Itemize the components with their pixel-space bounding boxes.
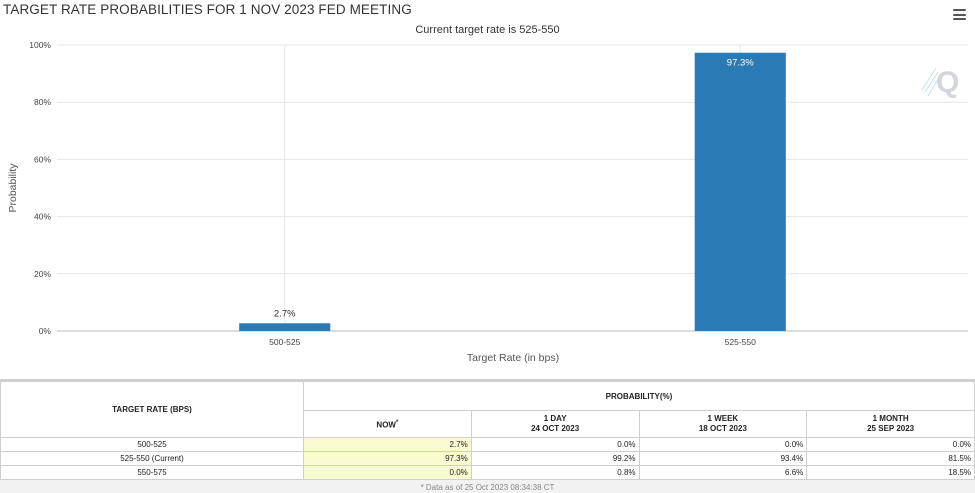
- y-tick-label: 100%: [29, 40, 51, 50]
- hamburger-menu-icon[interactable]: [953, 9, 966, 20]
- probability-table: TARGET RATE (BPS) PROBABILITY(%) NOW* 1 …: [0, 380, 975, 480]
- probability-header: PROBABILITY(%): [303, 380, 975, 412]
- value-cell: 99.2%: [470, 451, 640, 466]
- y-tick-label: 0%: [39, 326, 52, 336]
- value-cell: 18.5%: [806, 465, 975, 480]
- bar-500-525[interactable]: [239, 323, 331, 331]
- y-tick-label: 80%: [34, 97, 51, 107]
- column-header-1-week: 1 WEEK 18 OCT 2023: [638, 410, 808, 438]
- value-cell: 93.4%: [638, 451, 808, 466]
- x-axis-label: Target Rate (in bps): [467, 352, 559, 364]
- column-header-1-month: 1 MONTH 25 SEP 2023: [806, 410, 975, 438]
- x-tick-label: 525-550: [725, 337, 756, 347]
- value-cell: 81.5%: [806, 451, 975, 466]
- chart-title: TARGET RATE PROBABILITIES FOR 1 NOV 2023…: [3, 2, 412, 17]
- table-row: 500-525 2.7% 0.0% 0.0% 0.0%: [0, 437, 975, 452]
- value-cell: 0.8%: [470, 465, 640, 480]
- bar-chart: 0% 20% 40% 60% 80% 100% 2.7% 97.3% 500-525 525-…: [7, 40, 968, 364]
- y-tick-label: 40%: [34, 212, 51, 222]
- value-cell-now: 0.0%: [303, 465, 472, 480]
- bar-525-550[interactable]: [694, 52, 786, 332]
- chart-subtitle: Current target rate is 525-550: [415, 24, 560, 36]
- x-tick-label: 500-525: [269, 337, 300, 347]
- x-axis-ticks: 500-525 525-550: [269, 337, 756, 347]
- value-cell: 0.0%: [806, 437, 975, 452]
- value-cell: 0.0%: [638, 437, 808, 452]
- svg-text:Q: Q: [936, 66, 959, 99]
- rate-header: TARGET RATE (BPS): [0, 381, 304, 438]
- y-axis-label: Probability: [7, 163, 19, 213]
- value-cell-now: 2.7%: [303, 437, 472, 452]
- column-header-1-day: 1 DAY 24 OCT 2023: [470, 410, 640, 438]
- rate-cell: 500-525: [0, 437, 304, 452]
- probability-table-section: TARGET RATE (BPS) PROBABILITY(%) NOW* 1 …: [0, 379, 975, 493]
- value-cell-now: 97.3%: [303, 451, 472, 466]
- table-row: 550-575 0.0% 0.8% 6.6% 18.5%: [0, 465, 975, 480]
- y-tick-label: 60%: [34, 154, 51, 164]
- q-logo-icon: Q: [921, 66, 959, 99]
- bar-data-label: 2.7%: [274, 308, 296, 319]
- value-cell: 6.6%: [638, 465, 808, 480]
- value-cell: 0.0%: [470, 437, 640, 452]
- y-axis-ticks: 0% 20% 40% 60% 80% 100%: [29, 40, 51, 336]
- rate-cell: 525-550 (Current): [0, 451, 304, 466]
- table-row: 525-550 (Current) 97.3% 99.2% 93.4% 81.5…: [0, 451, 975, 466]
- y-tick-label: 20%: [34, 269, 51, 279]
- data-timestamp-footnote: * Data as of 25 Oct 2023 08:34:38 CT: [420, 483, 555, 492]
- bars: 2.7% 97.3%: [239, 52, 786, 332]
- rate-cell: 550-575: [0, 465, 304, 480]
- bar-data-label: 97.3%: [727, 58, 754, 69]
- gridlines: [57, 44, 968, 332]
- column-header-now: NOW*: [303, 410, 472, 438]
